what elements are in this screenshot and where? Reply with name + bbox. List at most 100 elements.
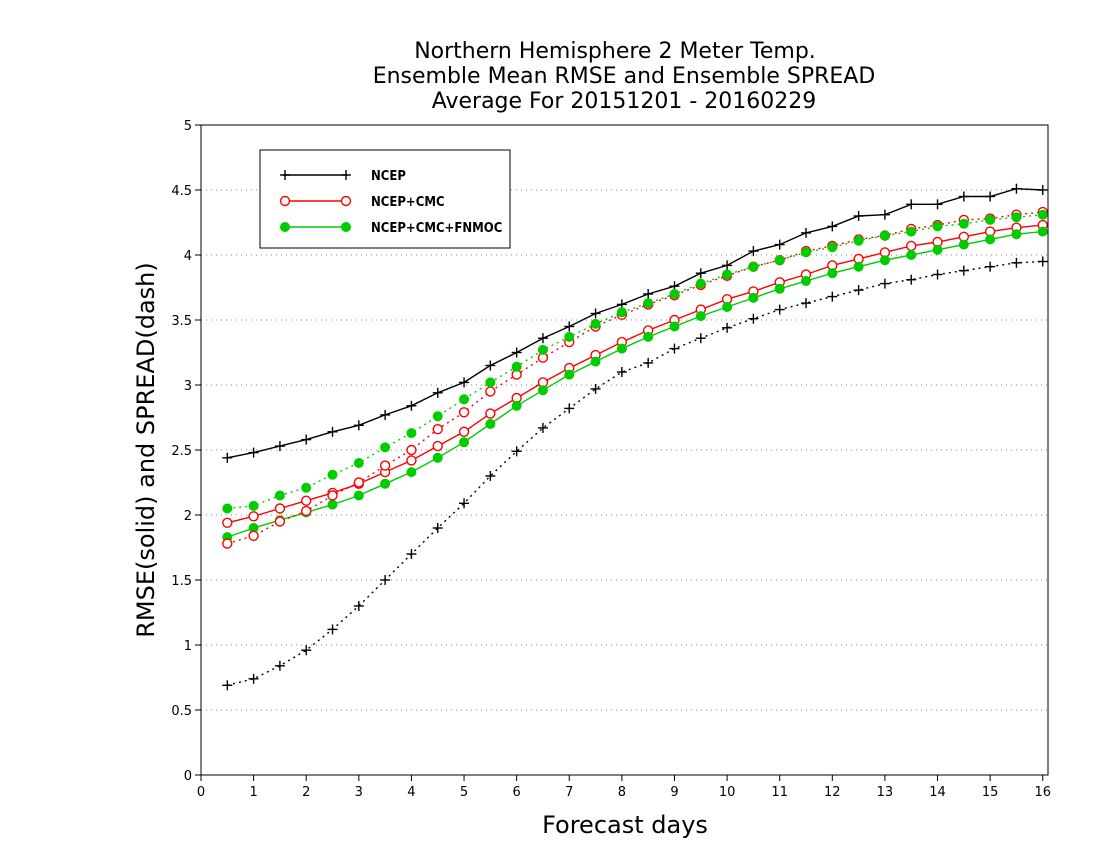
series-spread-ncep-cmc-fnmoc-point-20	[748, 261, 759, 272]
series-spread-ncep-cmc-fnmoc-point-28	[958, 218, 969, 229]
series-rmse-ncep-point-9	[459, 377, 470, 388]
series-spread-ncep-cmc-fnmoc-point-13	[564, 331, 575, 342]
series-spread-ncep-point-18	[695, 333, 706, 344]
series-spread-ncep-point-28	[958, 265, 969, 276]
x-tick-label-5: 5	[460, 785, 468, 800]
series-rmse-ncep-point-18	[695, 268, 706, 279]
series-spread-ncep-cmc-fnmoc-point-12	[537, 344, 548, 355]
series-rmse-ncep-point-6	[380, 409, 391, 420]
series-spread-ncep-cmc-fnmoc-point-1	[248, 500, 259, 511]
series-rmse-ncep-cmc-fnmoc-point-23	[827, 268, 838, 279]
series-spread-ncep-cmc-fnmoc-point-3	[301, 482, 312, 493]
series-spread-ncep-point-21	[774, 304, 785, 315]
series-spread-ncep-point-30	[1011, 257, 1022, 268]
series-spread-ncep-cmc-point-9	[458, 407, 470, 418]
y-tick-label-2: 1	[184, 639, 192, 654]
series-rmse-ncep-point-28	[958, 191, 969, 202]
legend: NCEP NCEP+CMC NCEP+CMC+FNMOC	[259, 149, 511, 249]
series-spread-ncep-point-11	[511, 446, 522, 457]
series-spread-ncep-point-31	[1037, 256, 1048, 267]
series-rmse-ncep-point-20	[748, 246, 759, 257]
series-rmse-ncep-cmc-fnmoc-point-14	[590, 356, 601, 367]
series-spread-ncep-point-9	[459, 498, 470, 509]
series-spread-ncep-cmc-fnmoc-point-17	[669, 289, 680, 299]
series-spread-ncep-point-8	[432, 523, 443, 533]
series-rmse-ncep-cmc-point-10	[485, 408, 496, 419]
x-tick-label-11: 11	[771, 785, 788, 800]
series-rmse-ncep-cmc-fnmoc-point-19	[722, 302, 733, 312]
series-spread-ncep-cmc-fnmoc-point-0	[222, 503, 233, 514]
series-rmse-ncep-cmc-fnmoc-point-28	[958, 239, 969, 250]
series-rmse-ncep-point-27	[932, 199, 943, 210]
series-rmse-ncep-cmc-fnmoc-point-26	[906, 250, 917, 260]
series-rmse-ncep-cmc-fnmoc-point-10	[485, 419, 496, 429]
series-rmse-ncep-cmc-fnmoc-point-9	[459, 437, 470, 448]
series-spread-ncep-cmc-line	[227, 211, 1043, 545]
legend-label-0: NCEP	[371, 169, 406, 184]
series-spread-ncep-point-12	[537, 422, 548, 433]
chart-title-line-3: Average For 20151201 - 20160229	[432, 89, 817, 114]
series-rmse-ncep-point-11	[511, 347, 522, 358]
x-tick-label-9: 9	[670, 785, 678, 800]
series-spread-ncep-point-1	[248, 673, 259, 684]
series-rmse-ncep-cmc-point-8	[432, 440, 443, 452]
series-spread-ncep-cmc-point-3	[301, 505, 312, 517]
series-spread-ncep-point-6	[380, 575, 391, 585]
series-spread-ncep-cmc-fnmoc-point-24	[853, 235, 864, 246]
legend-item-1: NCEP+CMC	[279, 195, 445, 210]
series-spread-ncep-cmc-point-1	[248, 530, 259, 541]
series-spread-ncep-cmc-fnmoc-point-30	[1011, 212, 1022, 223]
series-spread-ncep-point-27	[932, 269, 943, 280]
y-tick-label-8: 4	[184, 249, 192, 264]
series-rmse-ncep-cmc-fnmoc-point-22	[801, 276, 811, 286]
series-rmse-ncep-point-4	[327, 426, 338, 437]
series-rmse-ncep-cmc-point-7	[406, 455, 417, 466]
series-spread-ncep-point-17	[669, 343, 680, 354]
series-spread-ncep-point-4	[327, 624, 338, 635]
y-tick-label-7: 3.5	[171, 314, 192, 329]
series-rmse-ncep-cmc-point-9	[458, 426, 470, 437]
x-tick-label-6: 6	[513, 785, 521, 800]
series-spread-ncep-cmc-fnmoc-point-7	[406, 428, 417, 439]
series-rmse-ncep-cmc-point-26	[906, 240, 917, 252]
x-tick-label-0: 0	[197, 785, 205, 800]
series-rmse-ncep-point-0	[222, 452, 233, 463]
chart-title: Northern Hemisphere 2 Meter Temp. Ensemb…	[373, 39, 876, 114]
series-spread-ncep-line	[227, 260, 1043, 686]
series-rmse-ncep-cmc-fnmoc-point-29	[985, 234, 996, 245]
legend-item-2: NCEP+CMC+FNMOC	[280, 221, 502, 236]
series-spread-ncep-point-15	[616, 367, 627, 377]
series-rmse-ncep-point-8	[432, 387, 443, 398]
series-spread-ncep-point-14	[590, 383, 601, 394]
x-axis-ticks: 0 1 2 3 4 5 6 7 8 9 10 11 12 13 14 15 16	[197, 775, 1051, 800]
legend-marker-left-2	[280, 222, 290, 232]
chart-title-line-2: Ensemble Mean RMSE and Ensemble SPREAD	[373, 64, 876, 89]
series-rmse-ncep-cmc-fnmoc-point-27	[932, 244, 943, 255]
series-spread-ncep-cmc-point-7	[406, 444, 417, 456]
series-rmse-ncep-point-16	[643, 289, 654, 299]
x-tick-label-15: 15	[982, 785, 999, 800]
series-spread-ncep-cmc-fnmoc-point-8	[432, 411, 443, 422]
series-rmse-ncep-point-13	[564, 321, 575, 332]
series-spread-ncep-cmc-fnmoc-point-22	[801, 247, 811, 258]
y-tick-label-4: 2	[184, 509, 192, 524]
series-spread-ncep-point-2	[274, 660, 285, 671]
y-axis-ticks: 0 0.5 1 1.5 2 2.5 3 3.5 4 4.5 5	[171, 119, 201, 784]
series-rmse-ncep-point-29	[985, 191, 996, 202]
series-rmse-ncep-cmc-fnmoc-point-18	[695, 311, 706, 322]
series-spread-ncep-cmc-point-8	[432, 424, 443, 435]
x-tick-label-1: 1	[249, 785, 257, 800]
x-tick-label-14: 14	[929, 785, 946, 800]
series-spread-ncep-cmc-fnmoc-point-23	[827, 242, 838, 253]
series-rmse-ncep-point-22	[801, 227, 811, 238]
series-spread-ncep-cmc-fnmoc-point-16	[643, 298, 654, 309]
series-rmse-ncep-cmc-fnmoc-point-17	[669, 321, 680, 332]
series-spread-ncep-point-16	[643, 357, 654, 368]
series-rmse-ncep-cmc-fnmoc-point-25	[879, 255, 890, 266]
series-rmse-ncep-cmc-fnmoc-point-30	[1011, 229, 1022, 240]
chart-title-line-1: Northern Hemisphere 2 Meter Temp.	[414, 39, 816, 64]
series-rmse-ncep-point-30	[1011, 183, 1022, 194]
series-spread-ncep-cmc-fnmoc	[222, 209, 1048, 514]
x-tick-label-13: 13	[877, 785, 894, 800]
